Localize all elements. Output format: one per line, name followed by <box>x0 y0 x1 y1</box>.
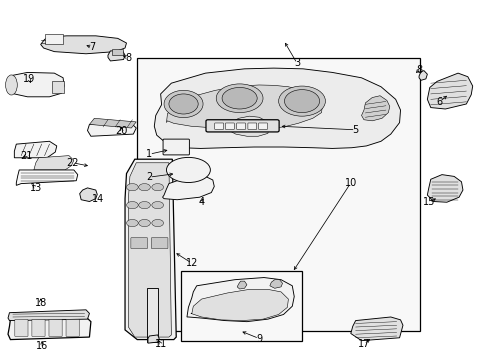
Ellipse shape <box>126 184 138 191</box>
Text: 12: 12 <box>185 258 198 268</box>
FancyBboxPatch shape <box>225 123 234 130</box>
Bar <box>44 35 63 44</box>
Text: 20: 20 <box>115 126 127 135</box>
Text: 18: 18 <box>35 298 47 308</box>
FancyBboxPatch shape <box>258 123 267 130</box>
Bar <box>147 288 158 342</box>
Bar <box>137 58 419 330</box>
Polygon shape <box>186 278 294 321</box>
Polygon shape <box>80 188 97 202</box>
Text: 19: 19 <box>23 74 35 84</box>
Polygon shape <box>41 36 126 54</box>
Ellipse shape <box>216 84 263 113</box>
FancyBboxPatch shape <box>163 139 189 155</box>
Polygon shape <box>269 280 282 288</box>
Text: 14: 14 <box>92 194 104 204</box>
FancyBboxPatch shape <box>247 123 256 130</box>
Text: 3: 3 <box>293 58 300 68</box>
Bar <box>52 81 64 93</box>
Ellipse shape <box>139 220 150 226</box>
Text: 2: 2 <box>146 172 152 182</box>
Polygon shape <box>87 123 136 136</box>
Polygon shape <box>154 68 400 148</box>
Polygon shape <box>162 176 214 200</box>
Bar <box>181 271 302 341</box>
Text: 16: 16 <box>36 341 48 351</box>
FancyBboxPatch shape <box>49 319 62 336</box>
Ellipse shape <box>168 94 198 114</box>
Polygon shape <box>9 72 64 97</box>
FancyBboxPatch shape <box>205 120 279 132</box>
Polygon shape <box>108 51 125 61</box>
Polygon shape <box>427 73 472 109</box>
Text: 5: 5 <box>352 125 358 135</box>
FancyBboxPatch shape <box>15 319 28 336</box>
Bar <box>112 49 122 55</box>
Ellipse shape <box>126 202 138 209</box>
Text: 22: 22 <box>66 158 79 168</box>
Polygon shape <box>361 96 389 121</box>
Polygon shape <box>418 71 427 80</box>
FancyBboxPatch shape <box>32 319 45 336</box>
Text: 15: 15 <box>422 197 434 207</box>
Polygon shape <box>8 310 89 320</box>
Polygon shape <box>125 159 176 339</box>
Text: 8: 8 <box>415 64 421 75</box>
Ellipse shape <box>152 184 163 191</box>
Text: 10: 10 <box>344 178 356 188</box>
Polygon shape <box>166 85 322 129</box>
Text: 8: 8 <box>125 53 131 63</box>
Ellipse shape <box>152 220 163 226</box>
FancyBboxPatch shape <box>66 319 79 336</box>
Ellipse shape <box>163 90 203 118</box>
Ellipse shape <box>222 87 257 109</box>
Text: 13: 13 <box>30 183 42 193</box>
Text: 17: 17 <box>357 339 369 349</box>
Polygon shape <box>228 116 268 136</box>
FancyBboxPatch shape <box>236 123 245 130</box>
Ellipse shape <box>152 202 163 209</box>
Ellipse shape <box>284 90 319 113</box>
Polygon shape <box>16 170 78 185</box>
Text: 4: 4 <box>198 197 204 207</box>
Polygon shape <box>427 175 462 202</box>
Ellipse shape <box>139 202 150 209</box>
Polygon shape <box>148 335 159 343</box>
Polygon shape <box>89 118 136 128</box>
Text: 9: 9 <box>256 333 262 343</box>
Ellipse shape <box>139 184 150 191</box>
Ellipse shape <box>5 75 17 95</box>
Polygon shape <box>14 141 57 158</box>
Text: 7: 7 <box>89 42 95 52</box>
Text: 1: 1 <box>146 149 152 159</box>
Polygon shape <box>34 156 74 170</box>
Text: 21: 21 <box>20 150 32 161</box>
Polygon shape <box>8 317 91 339</box>
Ellipse shape <box>278 86 325 116</box>
Ellipse shape <box>166 157 210 183</box>
Ellipse shape <box>126 220 138 226</box>
FancyBboxPatch shape <box>214 123 223 130</box>
Polygon shape <box>350 317 402 341</box>
FancyBboxPatch shape <box>151 238 167 248</box>
FancyBboxPatch shape <box>131 238 147 248</box>
Polygon shape <box>237 281 246 289</box>
Polygon shape <box>190 289 288 320</box>
Text: 6: 6 <box>436 97 442 107</box>
Polygon shape <box>128 163 171 337</box>
Text: 11: 11 <box>154 339 166 349</box>
